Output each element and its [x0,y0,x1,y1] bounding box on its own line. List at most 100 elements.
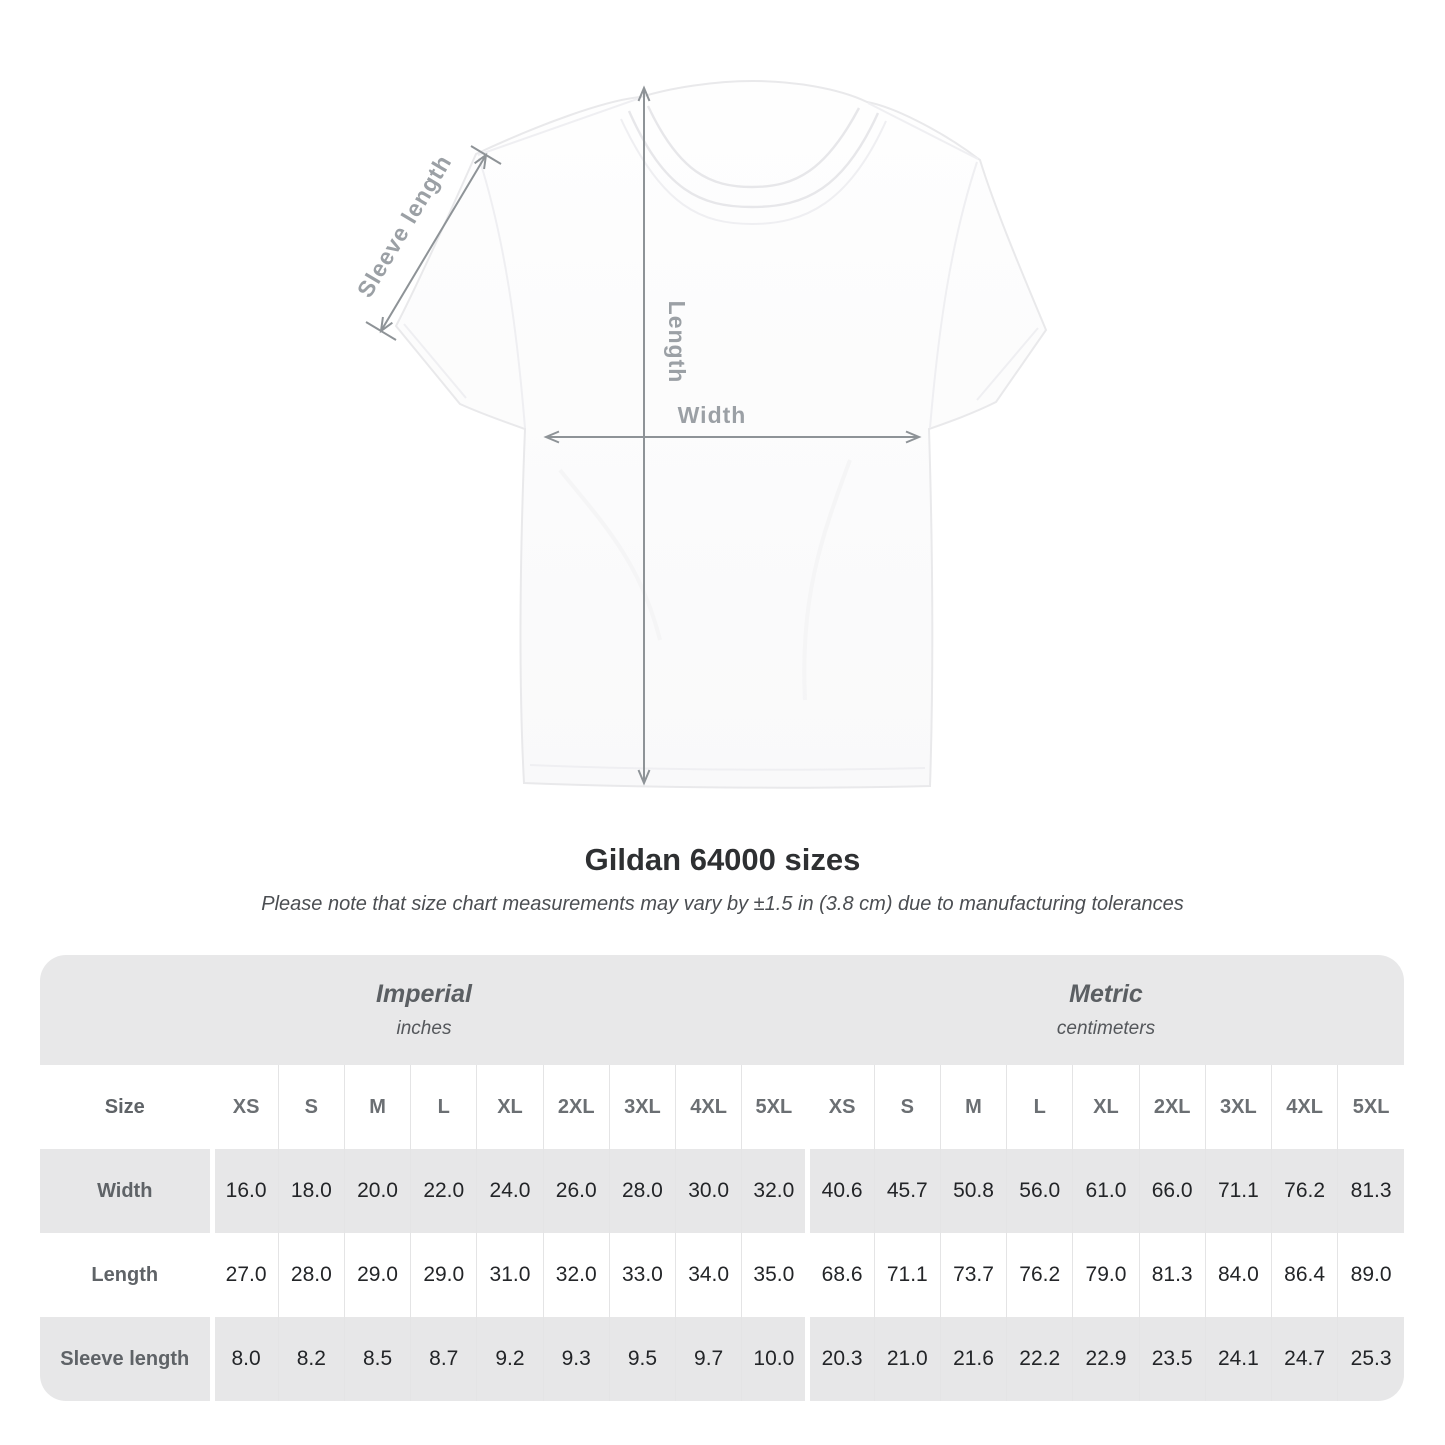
size-value-cell: 26.0 [542,1149,610,1233]
size-value-cell: 10.0 [741,1317,808,1401]
size-value-cell: 76.2 [1006,1233,1073,1317]
size-value-cell: 20.3 [805,1317,875,1401]
measurement-row-label: Sleeve length [40,1317,212,1401]
unit-group-label: Imperial [376,980,472,1008]
size-value-cell: 33.0 [608,1233,676,1317]
size-value-cell: 31.0 [476,1233,544,1317]
size-corner-label: Size [40,1065,212,1149]
size-column-header: 3XL [608,1065,676,1149]
size-column-header: XS [209,1065,279,1149]
measurement-row-label: Width [40,1149,212,1233]
size-value-cell: 29.0 [343,1233,411,1317]
size-value-cell: 71.1 [1204,1149,1272,1233]
size-column-header: XL [1072,1065,1140,1149]
size-value-cell: 32.0 [741,1149,808,1233]
size-value-cell: 28.0 [608,1149,676,1233]
unit-group-unit: centimeters [1056,1018,1156,1039]
size-table-grid: Imperial inches Metric centimeters Size XS S M L… [40,955,1404,1401]
size-value-cell: 24.7 [1270,1317,1338,1401]
unit-group-label: Metric [1069,980,1143,1008]
size-value-cell: 81.3 [1337,1149,1404,1233]
size-value-cell: 35.0 [741,1233,808,1317]
size-value-cell: 8.2 [277,1317,345,1401]
size-column-header: S [873,1065,941,1149]
size-value-cell: 22.0 [410,1149,477,1233]
size-column-header: 2XL [1138,1065,1206,1149]
size-value-cell: 18.0 [277,1149,345,1233]
measurement-row-label: Length [40,1233,212,1317]
size-value-cell: 71.1 [873,1233,941,1317]
size-value-cell: 76.2 [1270,1149,1338,1233]
size-column-header: L [1006,1065,1073,1149]
size-value-cell: 8.5 [343,1317,411,1401]
measurement-row: Sleeve length 8.0 8.2 8.5 8.7 9.2 9.3 9.5 9.7 10.… [40,1317,1404,1401]
size-value-cell: 40.6 [805,1149,875,1233]
size-value-cell: 28.0 [277,1233,345,1317]
unit-group-unit: inches [396,1018,452,1039]
size-column-header: 5XL [741,1065,808,1149]
size-column-header: 2XL [542,1065,610,1149]
size-value-cell: 21.0 [873,1317,941,1401]
unit-band-row: Imperial inches Metric centimeters [40,955,1404,1065]
size-value-cell: 32.0 [542,1233,610,1317]
size-value-cell: 27.0 [209,1233,279,1317]
size-value-cell: 21.6 [939,1317,1007,1401]
size-value-cell: 22.2 [1006,1317,1073,1401]
size-value-cell: 16.0 [209,1149,279,1233]
size-value-cell: 29.0 [410,1233,477,1317]
sleeve-length-arrow [365,145,502,341]
size-value-cell: 73.7 [939,1233,1007,1317]
length-arrow [637,85,651,786]
size-value-cell: 9.3 [542,1317,610,1401]
size-value-cell: 9.2 [476,1317,544,1401]
size-column-header: L [410,1065,477,1149]
size-value-cell: 86.4 [1270,1233,1338,1317]
size-value-cell: 20.0 [343,1149,411,1233]
size-value-cell: 66.0 [1138,1149,1206,1233]
size-value-cell: 23.5 [1138,1317,1206,1401]
size-value-cell: 25.3 [1337,1317,1404,1401]
size-column-header: M [939,1065,1007,1149]
size-column-header: 3XL [1204,1065,1272,1149]
size-value-cell: 84.0 [1204,1233,1272,1317]
size-value-cell: 22.9 [1072,1317,1140,1401]
size-column-header: M [343,1065,411,1149]
size-value-cell: 68.6 [805,1233,875,1317]
page-title: Gildan 64000 sizes [584,842,861,877]
size-value-cell: 56.0 [1006,1149,1073,1233]
measurement-row: Length 27.0 28.0 29.0 29.0 31.0 32.0 33.0 34.0 35… [40,1233,1404,1317]
size-value-cell: 24.1 [1204,1317,1272,1401]
length-label: Length [664,301,690,384]
size-value-cell: 8.7 [410,1317,477,1401]
size-value-cell: 30.0 [675,1149,742,1233]
size-column-header: XL [476,1065,544,1149]
width-label: Width [678,402,747,428]
tshirt-diagram: Width Length Sleeve length [352,79,1048,789]
size-header-row: Size XS S M L XL 2XL 3XL 4XL 5XL XS S M L XL 2XL 3XL 4XL 5… [40,1065,1404,1149]
size-column-header: 4XL [675,1065,742,1149]
size-value-cell: 9.7 [675,1317,742,1401]
page-subtitle: Please note that size chart measurements… [261,893,1184,915]
size-value-cell: 89.0 [1337,1233,1404,1317]
size-value-cell: 61.0 [1072,1149,1140,1233]
size-value-cell: 9.5 [608,1317,676,1401]
size-value-cell: 45.7 [873,1149,941,1233]
measurement-row: Width 16.0 18.0 20.0 22.0 24.0 26.0 28.0 30.0 32.… [40,1149,1404,1233]
size-column-header: S [277,1065,345,1149]
size-column-header: 5XL [1337,1065,1404,1149]
unit-group-header: Metric centimeters [807,955,1404,1065]
size-table: Imperial inches Metric centimeters Size XS S M L… [40,955,1404,1401]
size-value-cell: 24.0 [476,1149,544,1233]
tshirt-illustration [394,79,1048,789]
size-value-cell: 79.0 [1072,1233,1140,1317]
size-column-header: XS [805,1065,875,1149]
size-value-cell: 81.3 [1138,1233,1206,1317]
tshirt-seams [403,97,1039,771]
size-column-header: 4XL [1270,1065,1338,1149]
size-value-cell: 8.0 [209,1317,279,1401]
size-value-cell: 50.8 [939,1149,1007,1233]
width-arrow [543,430,922,444]
size-value-cell: 34.0 [675,1233,742,1317]
unit-group-header: Imperial inches [40,955,808,1065]
